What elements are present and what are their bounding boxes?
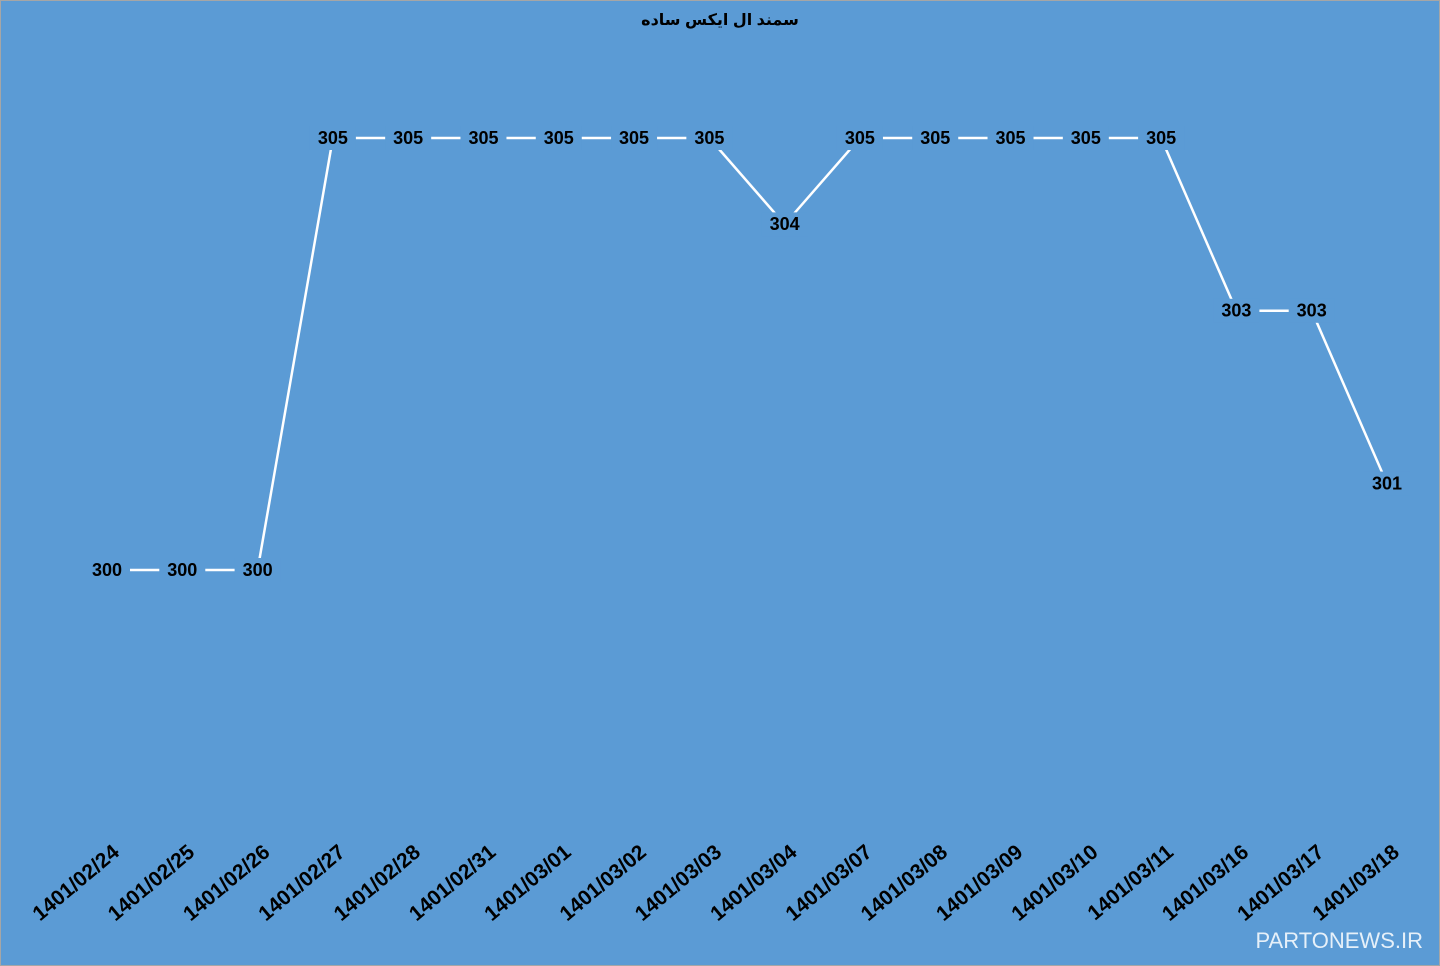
label-background — [1364, 471, 1410, 496]
data-label: 300 — [92, 560, 122, 580]
data-label: 300 — [243, 560, 273, 580]
label-background — [1288, 298, 1335, 323]
data-label: 305 — [694, 128, 724, 148]
data-label: 305 — [619, 128, 649, 148]
data-label: 301 — [1372, 473, 1402, 493]
data-label: 305 — [920, 128, 950, 148]
data-label: 305 — [1146, 128, 1176, 148]
label-background — [836, 126, 883, 150]
label-background — [611, 126, 658, 150]
label-background — [1213, 298, 1260, 323]
data-label: 305 — [996, 128, 1026, 148]
label-background — [1138, 126, 1185, 150]
label-background — [159, 558, 206, 582]
data-label: 300 — [167, 560, 197, 580]
data-label: 305 — [393, 128, 423, 148]
label-background — [761, 212, 808, 237]
chart-title: سمند ال ایکس ساده — [641, 12, 799, 29]
label-background — [234, 558, 281, 582]
label-background — [535, 126, 582, 150]
data-line — [107, 136, 1389, 572]
label-background — [460, 126, 507, 150]
data-label: 305 — [468, 128, 498, 148]
data-label: 304 — [770, 214, 800, 234]
label-background — [686, 126, 733, 150]
label-background — [385, 126, 432, 150]
data-label: 305 — [318, 128, 348, 148]
data-label: 305 — [845, 128, 875, 148]
data-label: 303 — [1297, 301, 1327, 321]
data-label: 305 — [1071, 128, 1101, 148]
data-label: 305 — [544, 128, 574, 148]
label-background — [309, 126, 356, 150]
label-background — [84, 558, 130, 582]
label-background — [1062, 126, 1109, 150]
label-background — [912, 126, 959, 150]
data-label: 303 — [1221, 301, 1251, 321]
watermark: PARTONEWS.IR — [1256, 928, 1423, 953]
label-background — [987, 126, 1034, 150]
